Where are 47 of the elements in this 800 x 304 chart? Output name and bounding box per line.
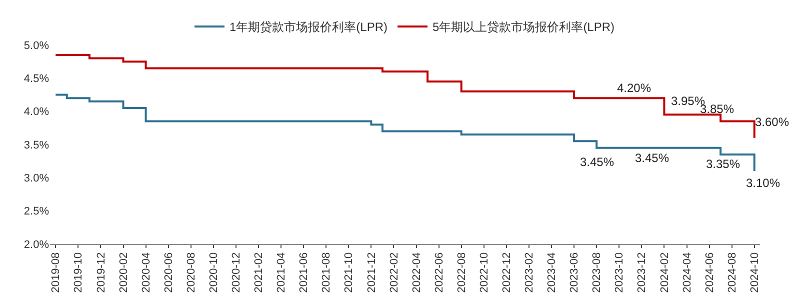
y-tick-label: 2.0% xyxy=(24,238,50,251)
annotation: 3.10% xyxy=(746,176,780,190)
legend-label: 5年期以上贷款市场报价利率(LPR) xyxy=(432,20,615,34)
x-tick-label: 2023-12 xyxy=(636,252,648,293)
x-tick-label: 2020-08 xyxy=(185,252,198,293)
annotation: 3.45% xyxy=(580,155,614,169)
y-tick-label: 4.5% xyxy=(24,73,50,86)
annotation: 3.60% xyxy=(755,115,790,129)
annotation: 3.35% xyxy=(706,157,740,171)
x-tick-label: 2024-02 xyxy=(658,252,671,293)
x-tick-label: 2021-02 xyxy=(253,252,266,293)
x-tick-label: 2019-08 xyxy=(50,252,62,293)
x-tick-label: 2022-06 xyxy=(433,252,446,293)
x-tick-label: 2021-08 xyxy=(320,252,333,293)
x-tick-label: 2020-12 xyxy=(230,252,243,293)
x-tick-label: 2020-04 xyxy=(140,252,152,293)
x-tick-label: 2021-04 xyxy=(276,252,288,293)
x-tick-label: 2019-10 xyxy=(72,252,85,293)
x-tick-label: 2021-06 xyxy=(298,252,310,293)
x-tick-label: 2021-10 xyxy=(343,252,356,293)
x-tick-label: 2020-10 xyxy=(208,252,220,293)
x-tick-label: 2022-04 xyxy=(410,252,423,293)
x-tick-label: 2022-12 xyxy=(501,252,514,293)
y-tick-label: 4.0% xyxy=(24,106,50,118)
x-tick-label: 2022-08 xyxy=(456,252,468,293)
x-tick-label: 2020-06 xyxy=(162,252,175,293)
x-tick-label: 2022-02 xyxy=(388,252,400,293)
y-tick-label: 5.0% xyxy=(24,40,50,52)
x-tick-label: 2022-10 xyxy=(478,252,490,293)
annotation: 4.20% xyxy=(617,81,652,95)
x-tick-label: 2023-08 xyxy=(591,252,604,293)
x-tick-label: 2024-10 xyxy=(748,252,761,293)
x-tick-label: 2019-12 xyxy=(95,252,108,293)
x-tick-label: 2024-06 xyxy=(704,252,716,293)
x-tick-label: 2020-02 xyxy=(118,252,130,293)
x-tick-label: 2023-06 xyxy=(568,252,581,293)
y-tick-label: 3.0% xyxy=(24,172,50,185)
x-tick-label: 2023-10 xyxy=(614,252,626,293)
annotation: 3.45% xyxy=(635,151,670,165)
x-tick-label: 2021-12 xyxy=(366,252,378,293)
x-tick-label: 2024-08 xyxy=(726,252,738,293)
x-tick-label: 2023-04 xyxy=(546,252,558,293)
legend-label: 1年期贷款市场报价利率(LPR) xyxy=(230,20,388,34)
y-tick-label: 3.5% xyxy=(24,139,50,152)
y-tick-label: 2.5% xyxy=(24,206,50,218)
x-tick-label: 2023-02 xyxy=(524,252,536,293)
x-tick-label: 2024-04 xyxy=(681,252,694,293)
